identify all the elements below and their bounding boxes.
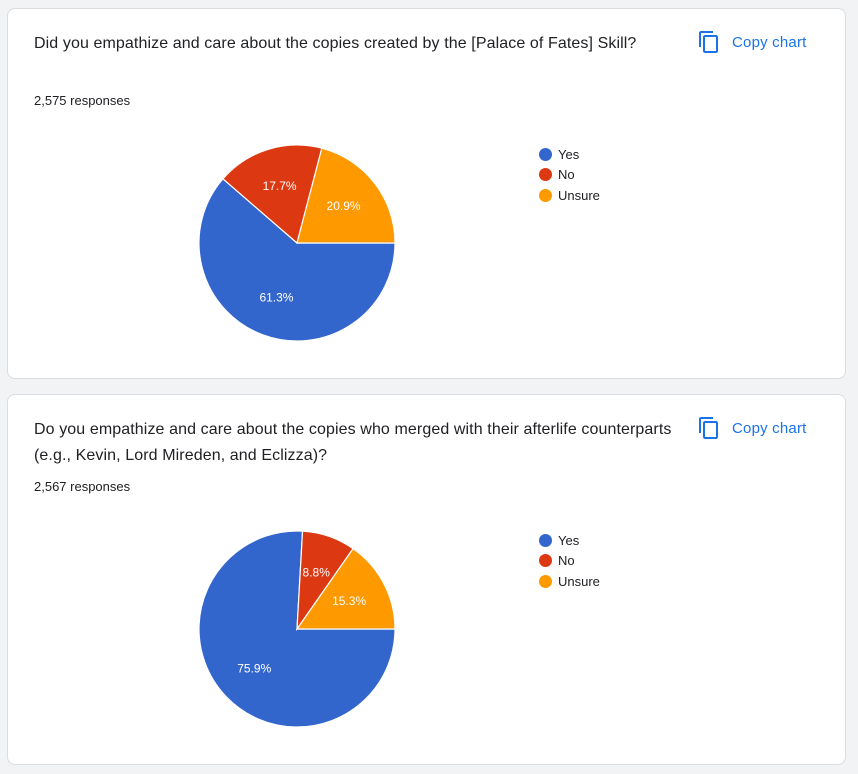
copy-icon (699, 417, 718, 439)
legend-item-no: No (539, 165, 600, 186)
slice-label-no: 17.7% (263, 179, 297, 193)
copy-chart-button[interactable]: Copy chart (698, 415, 807, 441)
legend-dot (539, 188, 552, 202)
chart-card: Do you empathize and care about the copi… (7, 394, 846, 765)
pie-slice-unsure[interactable] (295, 547, 396, 630)
response-count: 2,567 responses (34, 479, 131, 494)
legend-item-yes: Yes (539, 530, 600, 551)
legend-dot (539, 168, 552, 182)
legend-dot (539, 554, 552, 568)
pie-slice-yes[interactable] (198, 177, 396, 342)
response-count: 2,575 responses (34, 93, 131, 108)
slice-label-unsure: 15.3% (332, 594, 366, 608)
legend-dot (539, 533, 552, 547)
copy-chart-label: Copy chart (732, 33, 807, 51)
legend-dot (539, 147, 552, 161)
question-title: Do you empathize and care about the copi… (34, 421, 672, 464)
pie-slice-unsure[interactable] (296, 147, 396, 244)
legend-label: Yes (558, 146, 580, 162)
legend-label: Yes (558, 532, 580, 548)
pie-slice-no[interactable] (222, 144, 323, 245)
legend-item-unsure: Unsure (539, 185, 600, 206)
legend-label: No (558, 167, 575, 183)
legend-item-no: No (539, 551, 600, 572)
pie-chart: 75.9% 8.8%15.3% (198, 530, 396, 728)
chart-card: Did you empathize and care about the cop… (7, 8, 846, 379)
legend-dot (539, 574, 552, 588)
legend-label: Unsure (558, 187, 600, 203)
slice-label-no: 8.8% (303, 566, 331, 580)
slice-label-yes: 61.3% (259, 290, 293, 304)
legend-item-unsure: Unsure (539, 571, 600, 592)
slice-label-unsure: 20.9% (327, 199, 361, 213)
copy-chart-button[interactable]: Copy chart (698, 29, 807, 55)
copy-icon (699, 31, 718, 53)
pie-chart: 61.3% 17.7% 20.9% (198, 144, 396, 342)
copy-chart-label: Copy chart (732, 419, 807, 437)
legend-label: Unsure (558, 573, 600, 589)
legend-label: No (558, 553, 575, 569)
legend: Yes No Unsure (539, 530, 600, 592)
slice-label-yes: 75.9% (237, 662, 271, 676)
legend-item-yes: Yes (539, 144, 600, 165)
legend: Yes No Unsure (539, 144, 600, 206)
question-title: Did you empathize and care about the cop… (34, 35, 637, 52)
